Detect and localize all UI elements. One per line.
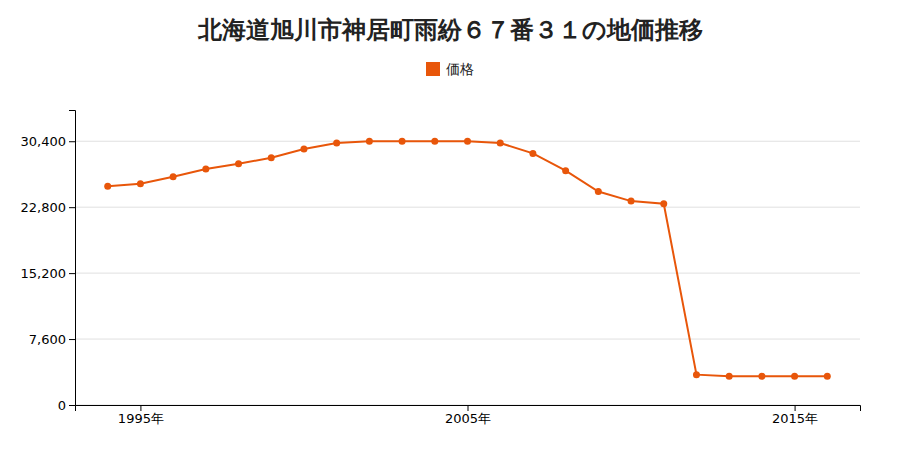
tick-label: 22,800 [21,200,67,215]
tick-mark [69,141,75,142]
tick-mark [69,339,75,340]
tick-mark [140,405,141,411]
tick-mark [69,273,75,274]
point [693,371,700,378]
x-axis: 1995年 2005年 2015年 [76,405,861,426]
plot: 1995年 2005年 2015年 0 7,600 15,200 22,800 30,400 [21,111,861,427]
tick-label: 0 [58,398,66,413]
tick-label: 1995年 [118,411,164,426]
point [300,146,307,153]
tick-label: 2015年 [772,411,818,426]
tick-label: 30,400 [21,134,67,149]
point [366,138,373,145]
legend-label: 価格 [446,61,474,77]
point [268,154,275,161]
tick: 7,600 [29,332,75,347]
tick: 0 [58,398,75,413]
tick: 2005年 [445,405,491,426]
tick-label: 2005年 [445,411,491,426]
tick: 22,800 [21,200,76,215]
point [758,373,765,380]
point [170,173,177,180]
point [399,138,406,145]
point [333,139,340,146]
tick-mark [795,405,796,411]
tick: 1995年 [118,405,164,426]
point [726,373,733,380]
legend-swatch [426,62,440,76]
grid-line [75,273,860,274]
point [235,160,242,167]
tick-label: 15,200 [21,266,67,281]
grid-line [75,339,860,340]
tick: 2015年 [772,405,818,426]
title: 北海道旭川市神居町雨紛６７番３１の地価推移 [197,16,703,44]
line [108,141,828,376]
tick-mark [468,405,469,411]
grid [75,141,860,405]
legend: 価格 [426,61,474,77]
data [104,138,831,380]
point [529,150,536,157]
y-axis: 0 7,600 15,200 22,800 30,400 [21,111,76,413]
legend-item: 価格 [426,61,474,77]
point [660,200,667,207]
grid-line [75,207,860,208]
point [562,167,569,174]
point [595,188,602,195]
tick-label: 7,600 [29,332,66,347]
point [202,166,209,173]
point [824,373,831,380]
axis-line [76,406,861,412]
axis-line [69,111,76,406]
point [104,183,111,190]
chart: 北海道旭川市神居町雨紛６７番３１の地価推移 1995年 2005年 2015年 0 7,6… [0,0,900,450]
point [431,138,438,145]
point [628,198,635,205]
tick: 15,200 [21,266,76,281]
point [497,139,504,146]
point [791,373,798,380]
point [137,180,144,187]
point [464,138,471,145]
tick: 30,400 [21,134,76,149]
tick-mark [69,207,75,208]
tick-mark [69,405,75,406]
